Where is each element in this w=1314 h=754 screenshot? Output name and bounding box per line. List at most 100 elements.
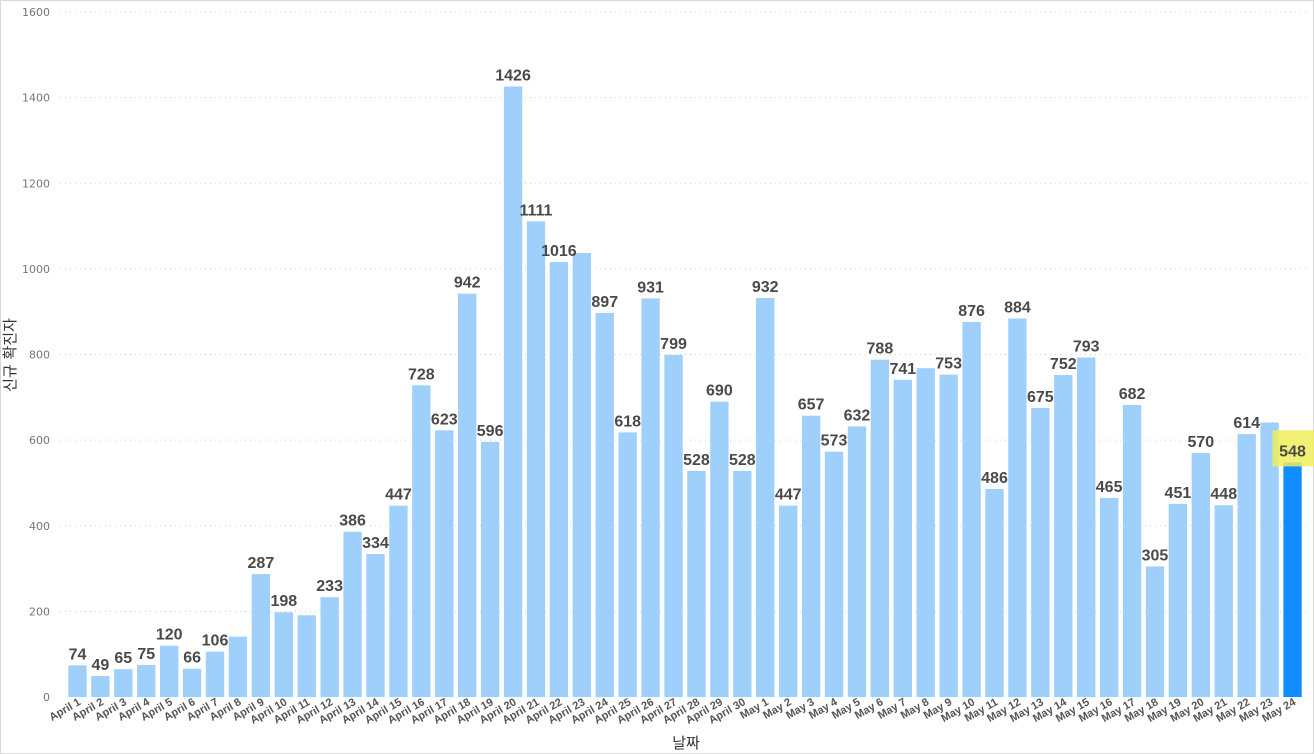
bar[interactable] [687,470,706,697]
bar[interactable] [526,221,546,697]
data-label: 690 [706,383,733,400]
y-tick-label: 1600 [22,6,50,19]
bar[interactable] [205,651,225,697]
bar[interactable] [870,359,890,697]
data-label: 931 [637,279,664,296]
bar[interactable] [91,676,110,697]
bar[interactable] [916,368,935,697]
bar[interactable] [595,312,614,697]
data-label: 573 [821,433,848,450]
bar[interactable] [480,441,500,697]
bar[interactable] [366,554,385,697]
bar[interactable] [389,505,408,697]
highlight-label-bg [1272,430,1314,467]
bar[interactable] [710,401,729,697]
data-label: 66 [183,650,201,667]
bar[interactable] [1260,422,1279,697]
data-label: 448 [1210,486,1237,503]
bar[interactable] [1168,503,1188,697]
bar[interactable] [182,668,202,697]
data-label: 49 [91,657,109,674]
bar[interactable] [1077,357,1096,697]
bar[interactable] [618,432,637,697]
data-label: 451 [1165,485,1192,502]
data-label: 528 [729,452,756,469]
data-label: 596 [477,423,504,440]
bar[interactable] [251,574,271,697]
y-axis-ticks: 0 200 400 600 800 1000 1200 1400 1600 [22,6,50,704]
bar[interactable] [297,615,316,697]
y-tick-label: 1400 [22,92,50,105]
bar[interactable] [1191,452,1211,697]
data-label: 570 [1187,434,1214,451]
bar[interactable] [1031,408,1050,697]
bar[interactable] [503,86,523,697]
bar[interactable] [962,321,981,697]
bar[interactable] [159,645,179,697]
bar[interactable] [1145,566,1165,697]
bar[interactable] [641,298,660,697]
bar[interactable] [1214,505,1233,697]
data-label: 1111 [520,202,553,219]
bar[interactable] [801,415,821,697]
data-label: 682 [1119,386,1146,403]
y-tick-label: 0 [43,691,50,704]
bar[interactable] [847,426,867,697]
y-tick-label: 800 [29,349,50,362]
data-label: 632 [844,407,871,424]
data-label: 75 [137,646,155,663]
data-label: 198 [270,593,297,610]
data-label: 799 [660,336,687,353]
y-tick-label: 400 [29,520,50,533]
bar[interactable] [1283,462,1302,697]
bar[interactable] [985,488,1004,697]
bar[interactable] [939,374,958,697]
data-label: 447 [775,487,802,504]
data-label: 942 [454,275,481,292]
bar[interactable] [458,293,477,697]
bar[interactable] [664,354,683,697]
data-label: 752 [1050,356,1077,373]
bar[interactable] [274,612,293,697]
y-tick-label: 200 [29,605,50,618]
bar[interactable] [572,253,592,698]
data-label: 465 [1096,479,1123,496]
bar[interactable] [824,451,844,697]
bar[interactable] [343,531,362,697]
bar[interactable] [1008,318,1027,697]
bar[interactable] [412,385,431,697]
bar[interactable] [778,505,798,697]
bar[interactable] [1099,497,1119,697]
bar[interactable] [137,664,156,697]
data-label: 334 [362,535,389,552]
bar[interactable] [1237,434,1256,697]
bar[interactable] [228,636,248,697]
data-label: 618 [614,413,641,430]
bar[interactable] [893,379,912,697]
bar[interactable] [114,669,133,697]
bar[interactable] [68,665,87,697]
data-label: 614 [1233,415,1260,432]
bar[interactable] [549,262,569,697]
data-label: 106 [202,633,229,650]
bar[interactable] [435,430,454,697]
data-label: 74 [69,646,87,663]
bar[interactable] [1054,375,1073,697]
data-label: 233 [316,578,343,595]
bar[interactable] [320,597,339,697]
data-label: 788 [867,341,894,358]
data-label: 793 [1073,338,1100,355]
data-label: 753 [935,356,962,373]
data-label: 657 [798,397,825,414]
data-label: 1426 [495,67,531,84]
bar[interactable] [733,470,752,697]
bar[interactable] [1122,405,1142,697]
data-label: 65 [114,650,132,667]
y-axis-title: 신규 확진자 [1,318,19,392]
data-label: 728 [408,366,435,383]
bar[interactable] [756,297,775,697]
bars [68,86,1302,698]
